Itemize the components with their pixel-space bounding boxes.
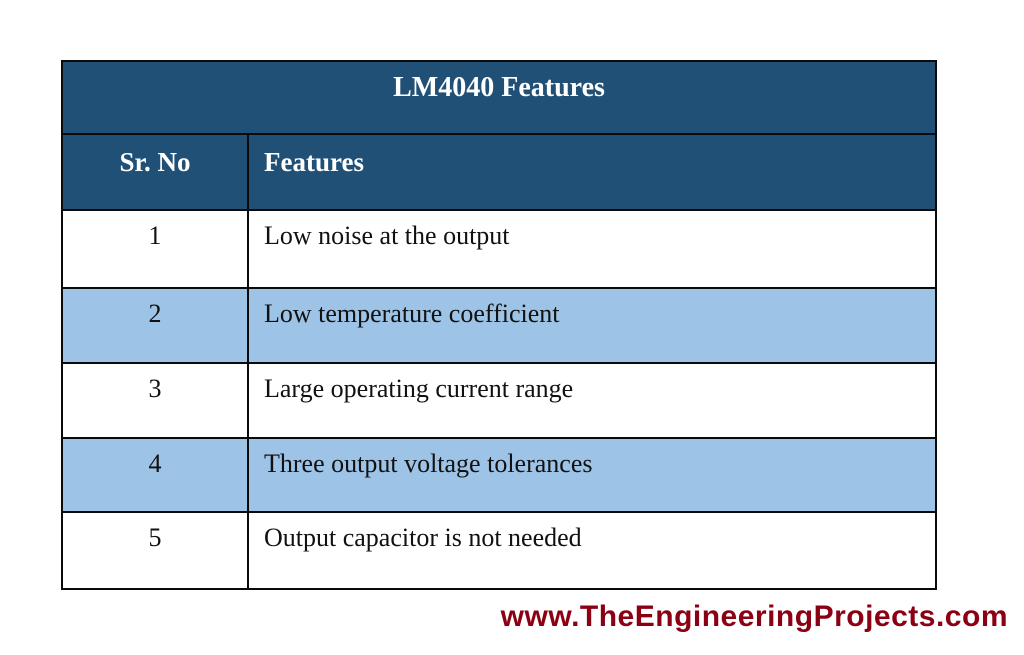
column-header-features: Features (247, 133, 937, 211)
table-header-row: Sr. No Features (61, 133, 937, 211)
row-feature: Low noise at the output (247, 209, 937, 289)
table-row: 1 Low noise at the output (61, 209, 937, 289)
table-row: 5 Output capacitor is not needed (61, 511, 937, 590)
features-table: LM4040 Features Sr. No Features 1 Low no… (61, 60, 937, 590)
table-row: 4 Three output voltage tolerances (61, 437, 937, 513)
column-header-sr-no: Sr. No (61, 133, 249, 211)
row-feature: Output capacitor is not needed (247, 511, 937, 590)
row-feature: Low temperature coefficient (247, 287, 937, 364)
row-feature: Large operating current range (247, 362, 937, 439)
table-row: 3 Large operating current range (61, 362, 937, 439)
table-row: 2 Low temperature coefficient (61, 287, 937, 364)
watermark-url: www.TheEngineeringProjects.com (500, 600, 1008, 633)
row-sr-no: 2 (61, 287, 249, 364)
row-sr-no: 3 (61, 362, 249, 439)
row-sr-no: 1 (61, 209, 249, 289)
table-title: LM4040 Features (61, 60, 937, 135)
row-sr-no: 5 (61, 511, 249, 590)
table-title-row: LM4040 Features (61, 60, 937, 135)
row-sr-no: 4 (61, 437, 249, 513)
row-feature: Three output voltage tolerances (247, 437, 937, 513)
